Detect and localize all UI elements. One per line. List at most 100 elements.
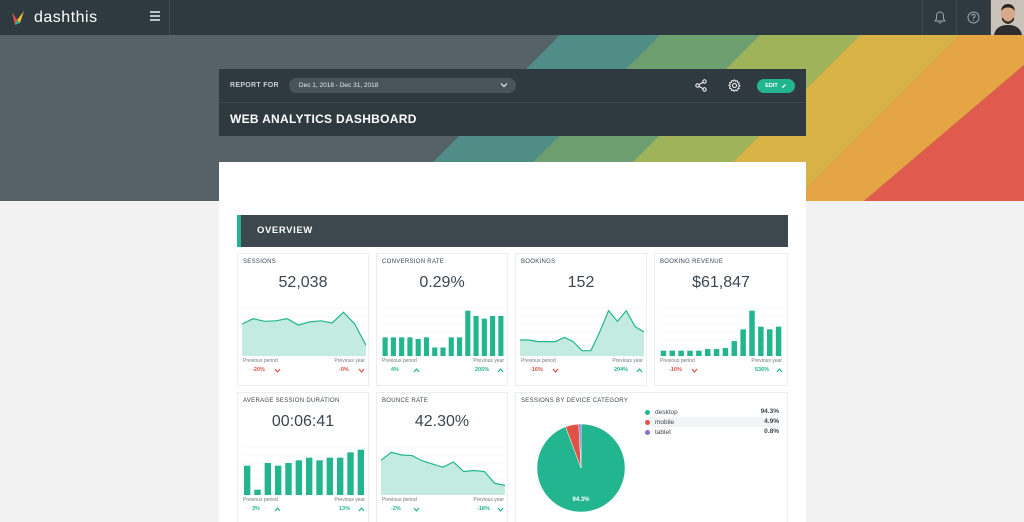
chart-area (381, 452, 505, 495)
chart-line (520, 309, 644, 352)
legend-dot (645, 429, 650, 435)
chart-bar (669, 350, 676, 356)
widget-value: 152 (567, 274, 595, 291)
arrow-up-icon (497, 368, 504, 373)
report-title: WEB ANALYTICS DASHBOARD (230, 112, 417, 126)
settings-gear-icon[interactable] (728, 79, 741, 92)
legend-value: 0.8% (764, 428, 779, 435)
booking-revenue-widget[interactable]: BOOKING REVENUE $61,847 Previous period … (654, 253, 788, 386)
legend-value: 94.3% (760, 408, 779, 415)
previous-year-change: -0% (339, 367, 349, 373)
edit-label: EDIT (765, 83, 778, 89)
legend-dot (645, 409, 650, 415)
chart-bar (357, 449, 365, 495)
edit-button[interactable]: EDIT (757, 79, 795, 93)
previous-period-label: Previous period (243, 497, 278, 503)
chart-bar (407, 337, 413, 356)
chart-bar (481, 318, 487, 356)
chart-bar (326, 457, 334, 495)
previous-year-label: Previous year (473, 497, 504, 503)
arrow-down-icon (497, 507, 504, 512)
chart-bar (722, 348, 729, 356)
share-icon[interactable] (695, 79, 707, 92)
chart-bar (660, 350, 667, 356)
chart-area (520, 310, 644, 356)
date-range-select[interactable]: Dec 1, 2018 - Dec 31, 2018 (288, 78, 516, 93)
arrow-up-icon (776, 368, 783, 373)
chart-bar (696, 350, 702, 356)
chart-bar (295, 460, 303, 495)
chart-bar (678, 350, 684, 356)
widget-value: 0.29% (419, 274, 465, 291)
chart-bar (399, 337, 405, 356)
previous-year-change: 13% (339, 506, 351, 512)
arrow-up-icon (413, 368, 420, 373)
chart-bar (305, 457, 313, 495)
widget-value: 00:06:41 (271, 413, 335, 430)
report-header: REPORT FOR Dec 1, 2018 - Dec 31, 2018 ED… (219, 69, 806, 136)
chart-bar (490, 316, 496, 356)
bounce-rate-widget[interactable]: BOUNCE RATE 42.30% Previous period Previ… (376, 392, 508, 522)
device-pie-chart: 94.3% (536, 423, 626, 513)
bookings-widget[interactable]: BOOKINGS 152 Previous period Previous ye… (515, 253, 647, 386)
legend-item-desktop: desktop 94.3% (645, 407, 779, 417)
legend-dot (645, 419, 650, 425)
legend-item-mobile: mobile 4.9% (645, 417, 779, 427)
notifications-button[interactable] (922, 0, 956, 35)
arrow-down-icon (413, 507, 420, 512)
arrow-down-icon (552, 368, 559, 373)
chart-bar (473, 316, 479, 356)
arrow-up-icon (358, 507, 365, 512)
pencil-icon (781, 84, 786, 88)
sessions-widget[interactable]: SESSIONS 52,038 Previous period Previous… (237, 253, 369, 386)
previous-period-label: Previous period (382, 358, 417, 364)
sessions-chart (242, 307, 366, 356)
previous-year-change: 205% (475, 367, 490, 373)
chart-bar (423, 337, 430, 356)
device-category-widget[interactable]: SESSIONS BY DEVICE CATEGORY 94.3% (515, 392, 788, 522)
chart-bar (749, 310, 755, 356)
date-range-value: Dec 1, 2018 - Dec 31, 2018 (298, 82, 379, 89)
pie-slice-tablet (578, 423, 582, 469)
widget-title: BOOKING REVENUE (660, 259, 724, 265)
top-navbar: dashthis (0, 0, 1024, 35)
chart-line (242, 311, 366, 346)
legend-label: tablet (655, 428, 671, 436)
previous-period-change: -20% (252, 367, 265, 373)
previous-period-label: Previous period (382, 497, 417, 503)
chart-bar (264, 463, 272, 495)
legend-label: desktop (655, 408, 678, 416)
avatar-image (991, 0, 1024, 35)
chart-bar (274, 465, 282, 495)
widget-value: 42.30% (414, 413, 470, 430)
previous-year-label: Previous year (612, 358, 643, 364)
help-icon (967, 11, 980, 24)
chart-bar (243, 465, 251, 495)
section-title: OVERVIEW (257, 225, 313, 236)
previous-period-label: Previous period (521, 358, 556, 364)
logo[interactable]: dashthis (0, 0, 170, 35)
pie-slice-desktop (536, 423, 626, 513)
user-avatar[interactable] (990, 0, 1024, 35)
chart-bar (448, 337, 454, 356)
conversion-rate-widget[interactable]: CONVERSION RATE 0.29% Previous period Pr… (376, 253, 508, 386)
arrow-down-icon (691, 368, 698, 373)
help-button[interactable] (956, 0, 990, 35)
bookings-chart (520, 307, 644, 356)
chart-line (381, 451, 505, 486)
chart-bar (687, 350, 693, 356)
avg-session-duration-widget[interactable]: AVERAGE SESSION DURATION 00:06:41 Previo… (237, 392, 369, 522)
dashthis-logo-icon (12, 10, 24, 25)
widget-title: BOUNCE RATE (382, 398, 429, 404)
previous-year-change: -18% (477, 506, 490, 512)
chart-bar (415, 338, 421, 356)
menu-icon[interactable] (150, 11, 160, 23)
pie-slice-label: 94.3% (572, 497, 590, 503)
avg-session-duration-chart (242, 446, 366, 495)
chart-bar (336, 457, 344, 495)
chart-bar (758, 326, 764, 356)
widget-value: 52,038 (278, 274, 328, 291)
arrow-down-icon (274, 368, 281, 373)
chart-bar (456, 337, 463, 356)
widget-title: CONVERSION RATE (382, 259, 445, 265)
